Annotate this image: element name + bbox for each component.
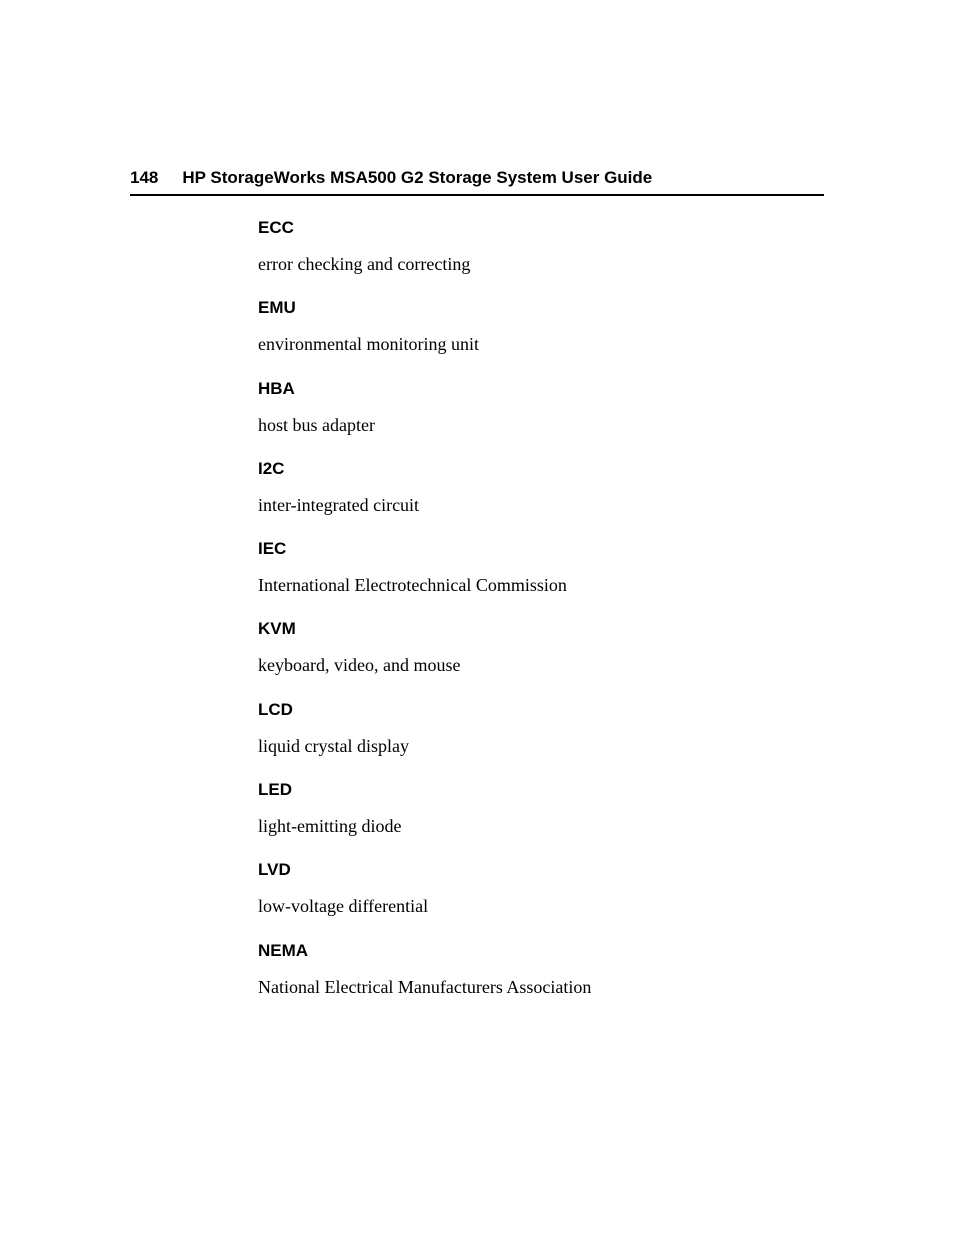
glossary-definition: low-voltage differential	[258, 894, 824, 918]
glossary-definition: environmental monitoring unit	[258, 332, 824, 356]
glossary-definition: International Electrotechnical Commissio…	[258, 573, 824, 597]
glossary-term: LVD	[258, 860, 824, 880]
glossary-definition: host bus adapter	[258, 413, 824, 437]
glossary-definition: liquid crystal display	[258, 734, 824, 758]
glossary-definition: National Electrical Manufacturers Associ…	[258, 975, 824, 999]
glossary-term: EMU	[258, 298, 824, 318]
document-title: HP StorageWorks MSA500 G2 Storage System…	[182, 168, 652, 188]
glossary-term: KVM	[258, 619, 824, 639]
glossary-content: ECC error checking and correcting EMU en…	[258, 218, 824, 1003]
glossary-term: LCD	[258, 700, 824, 720]
page-header: 148 HP StorageWorks MSA500 G2 Storage Sy…	[130, 168, 824, 196]
glossary-term: I2C	[258, 459, 824, 479]
page-number: 148	[130, 168, 158, 188]
glossary-term: IEC	[258, 539, 824, 559]
glossary-definition: inter-integrated circuit	[258, 493, 824, 517]
document-page: 148 HP StorageWorks MSA500 G2 Storage Sy…	[0, 0, 954, 1235]
glossary-term: HBA	[258, 379, 824, 399]
glossary-term: NEMA	[258, 941, 824, 961]
glossary-definition: light-emitting diode	[258, 814, 824, 838]
glossary-definition: keyboard, video, and mouse	[258, 653, 824, 677]
glossary-term: LED	[258, 780, 824, 800]
glossary-definition: error checking and correcting	[258, 252, 824, 276]
glossary-term: ECC	[258, 218, 824, 238]
